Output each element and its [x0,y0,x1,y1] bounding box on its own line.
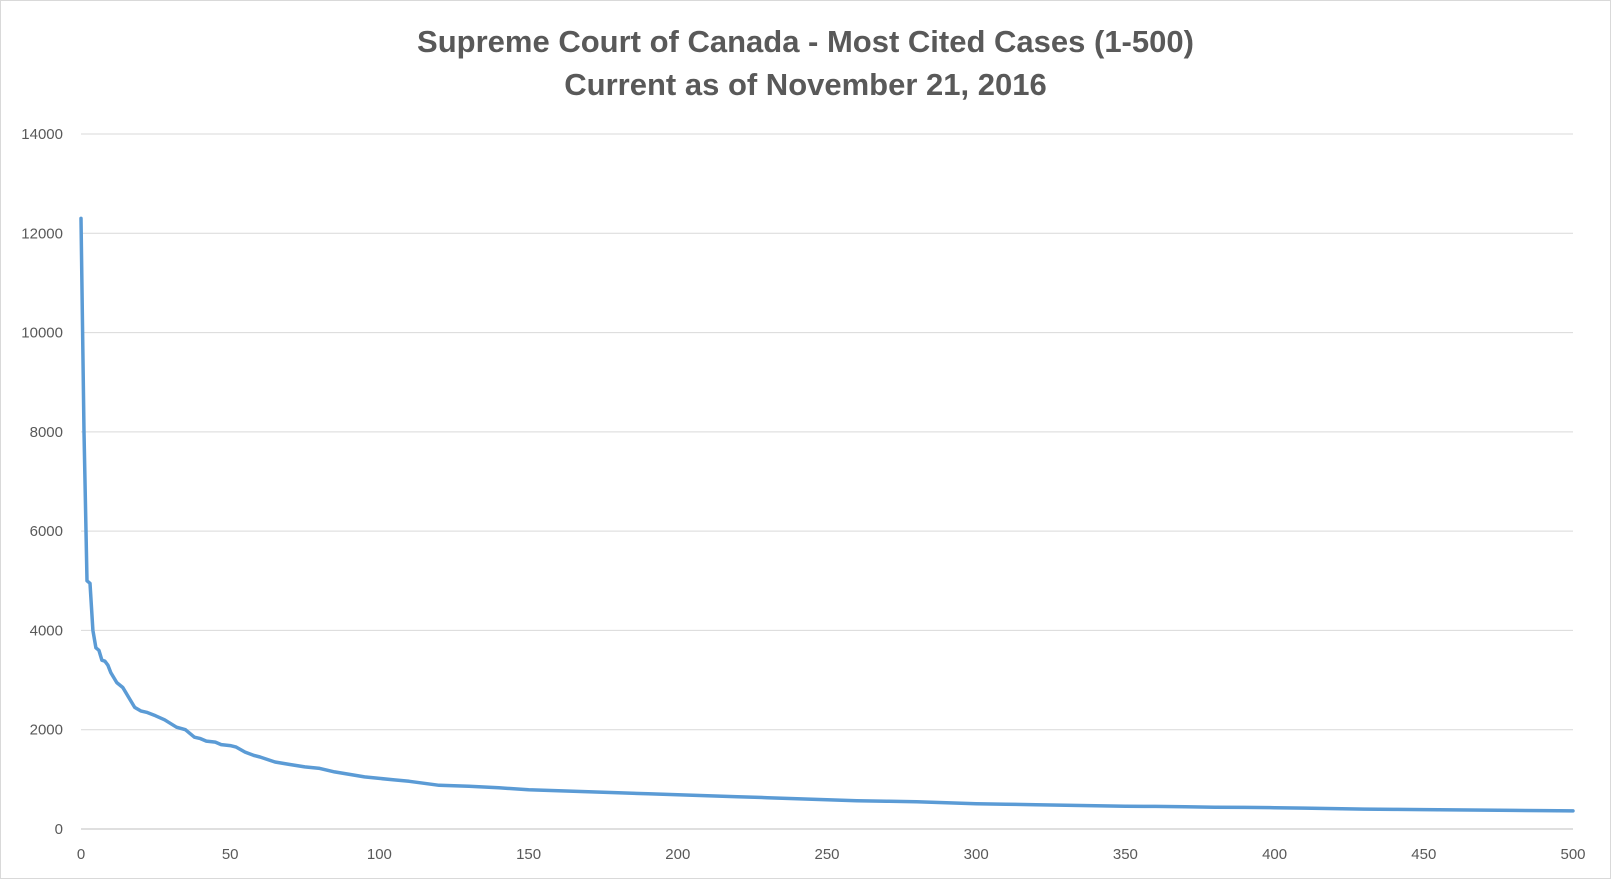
x-axis: 0 50 100 150 200 250 300 350 400 450 500 [77,846,1586,863]
x-tick-label: 100 [367,846,392,863]
chart-title: Supreme Court of Canada - Most Cited Cas… [417,24,1194,59]
x-tick-label: 400 [1262,846,1287,863]
chart-title-block: Supreme Court of Canada - Most Cited Cas… [0,20,1611,106]
gridlines [81,133,1573,830]
series-line [79,216,1575,813]
x-tick-label: 250 [814,846,839,863]
x-tick-label: 300 [964,846,989,863]
y-axis: 0 2000 4000 6000 8000 10000 12000 14000 [21,126,63,838]
y-tick-label: 2000 [30,722,63,739]
y-tick-label: 10000 [21,325,63,342]
x-tick-label: 200 [665,846,690,863]
x-tick-label: 50 [222,846,239,863]
y-tick-label: 12000 [21,225,63,242]
x-tick-label: 500 [1560,846,1585,863]
y-tick-label: 8000 [30,424,63,441]
chart-subtitle: Current as of November 21, 2016 [564,67,1047,102]
x-tick-label: 0 [77,846,85,863]
y-tick-label: 6000 [30,523,63,540]
y-tick-label: 14000 [21,126,63,143]
y-tick-label: 0 [55,821,63,838]
x-tick-label: 350 [1113,846,1138,863]
y-tick-label: 4000 [30,622,63,639]
x-tick-label: 450 [1411,846,1436,863]
x-tick-label: 150 [516,846,541,863]
series-group [79,216,1575,813]
